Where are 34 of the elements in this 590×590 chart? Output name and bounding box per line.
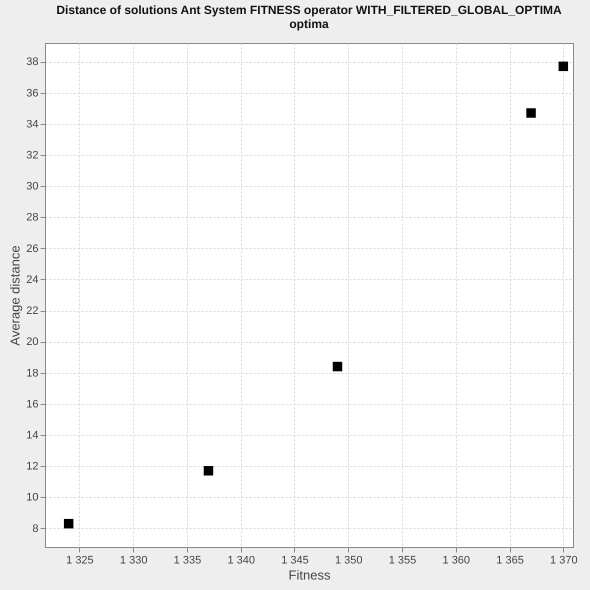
- y-tick-label: 36: [26, 87, 38, 100]
- y-tick-label: 22: [26, 305, 38, 318]
- y-tick-label: 8: [32, 522, 38, 535]
- y-tick-label: 26: [26, 242, 38, 255]
- y-tick-label: 30: [26, 180, 38, 193]
- y-tick-label: 28: [26, 212, 38, 224]
- x-tick-label: 1 365: [496, 554, 524, 566]
- y-tick-label: 18: [26, 367, 38, 380]
- x-tick-label: 1 345: [281, 554, 309, 566]
- point: [526, 108, 536, 118]
- y-tick-label: 16: [26, 398, 38, 410]
- point: [64, 518, 74, 528]
- y-tick-label: 34: [26, 118, 38, 130]
- x-tick-label: 1 340: [227, 554, 255, 566]
- x-tick-label: 1 325: [66, 554, 94, 566]
- point: [558, 62, 568, 72]
- x-tick-label: 1 330: [120, 554, 148, 566]
- y-tick-label: 12: [26, 460, 38, 473]
- point: [332, 362, 342, 372]
- x-axis-title: Fitness: [288, 568, 331, 582]
- y-tick-label: 32: [26, 150, 38, 162]
- x-tick-label: 1 360: [442, 554, 470, 566]
- y-tick-label: 38: [26, 56, 38, 68]
- point: [204, 466, 214, 476]
- chart-title: Distance of solutions Ant System FITNESS operator WITH_FILTERED_GLOBAL_OPTIMA optima: [56, 3, 562, 31]
- y-axis-title: Average distance: [7, 245, 22, 346]
- y-tick-label: 14: [26, 430, 38, 442]
- x-tick-label: 1 335: [174, 554, 202, 566]
- x-tick-label: 1 355: [388, 554, 416, 566]
- x-tick-label: 1 370: [550, 554, 578, 566]
- x-tick-label: 1 350: [334, 554, 363, 566]
- y-tick-label: 24: [26, 274, 38, 286]
- y-tick-label: 20: [26, 336, 38, 348]
- y-tick-label: 10: [26, 492, 38, 504]
